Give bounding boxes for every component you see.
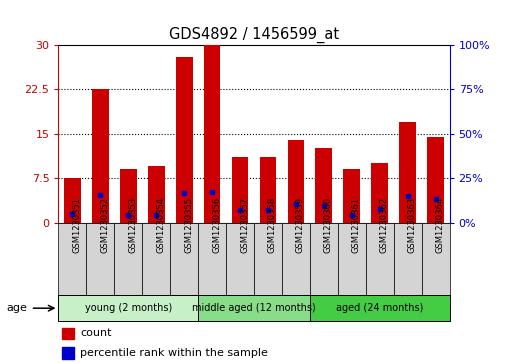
Text: GSM1230356: GSM1230356	[212, 197, 221, 253]
Text: middle aged (12 months): middle aged (12 months)	[192, 303, 316, 313]
Text: GSM1230361: GSM1230361	[352, 197, 361, 253]
Bar	[315, 148, 332, 223]
Text: GSM1230359: GSM1230359	[296, 197, 305, 253]
Text: GSM1230353: GSM1230353	[128, 197, 137, 253]
Bar	[176, 57, 193, 223]
Bar	[204, 45, 220, 223]
Bar	[62, 347, 74, 359]
FancyBboxPatch shape	[310, 223, 338, 295]
FancyBboxPatch shape	[422, 223, 450, 295]
Text: GSM1230358: GSM1230358	[268, 197, 277, 253]
FancyBboxPatch shape	[58, 295, 198, 321]
Text: young (2 months): young (2 months)	[85, 303, 172, 313]
Bar	[62, 327, 74, 339]
FancyBboxPatch shape	[198, 223, 226, 295]
Text: GSM1230362: GSM1230362	[379, 197, 389, 253]
Text: GSM1230363: GSM1230363	[407, 197, 417, 253]
Text: GSM1230364: GSM1230364	[435, 197, 444, 253]
Title: GDS4892 / 1456599_at: GDS4892 / 1456599_at	[169, 27, 339, 43]
FancyBboxPatch shape	[254, 223, 282, 295]
Text: GSM1230352: GSM1230352	[100, 197, 109, 253]
FancyBboxPatch shape	[142, 223, 170, 295]
Bar	[288, 139, 304, 223]
Bar	[232, 157, 248, 223]
FancyBboxPatch shape	[366, 223, 394, 295]
Bar	[64, 178, 81, 223]
Bar	[120, 169, 137, 223]
Text: aged (24 months): aged (24 months)	[336, 303, 423, 313]
Bar	[399, 122, 416, 223]
Bar	[371, 163, 388, 223]
FancyBboxPatch shape	[58, 223, 86, 295]
Text: GSM1230354: GSM1230354	[156, 197, 165, 253]
FancyBboxPatch shape	[338, 223, 366, 295]
Text: GSM1230351: GSM1230351	[72, 197, 81, 253]
Text: age: age	[7, 303, 28, 313]
Text: GSM1230360: GSM1230360	[324, 197, 333, 253]
FancyBboxPatch shape	[310, 295, 450, 321]
FancyBboxPatch shape	[198, 295, 310, 321]
Bar	[260, 157, 276, 223]
Bar	[427, 136, 444, 223]
Text: count: count	[80, 329, 111, 338]
Text: GSM1230355: GSM1230355	[184, 197, 193, 253]
FancyBboxPatch shape	[86, 223, 114, 295]
FancyBboxPatch shape	[114, 223, 142, 295]
FancyBboxPatch shape	[394, 223, 422, 295]
FancyBboxPatch shape	[226, 223, 254, 295]
Bar	[343, 169, 360, 223]
Bar	[92, 89, 109, 223]
FancyBboxPatch shape	[170, 223, 198, 295]
Bar	[148, 166, 165, 223]
Text: percentile rank within the sample: percentile rank within the sample	[80, 348, 268, 358]
FancyBboxPatch shape	[282, 223, 310, 295]
Text: GSM1230357: GSM1230357	[240, 197, 249, 253]
